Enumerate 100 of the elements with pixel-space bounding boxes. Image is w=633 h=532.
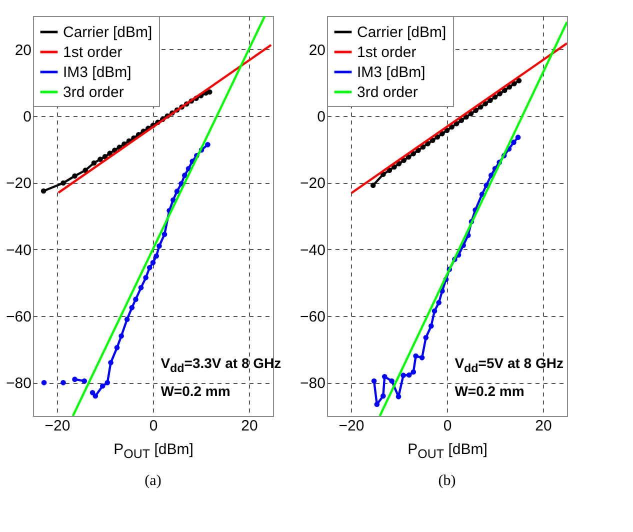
point [396, 161, 402, 166]
y-tick-label: −40 [300, 242, 326, 259]
point [449, 124, 454, 130]
y-tick-label: −80 [6, 375, 32, 392]
point [396, 394, 402, 400]
legend-label: IM3 [dBm] [63, 64, 132, 81]
point [72, 376, 78, 382]
point [432, 308, 438, 314]
point [410, 369, 416, 375]
point [416, 148, 421, 153]
y-tick-label: −40 [6, 242, 32, 259]
legend-label: IM3 [dBm] [357, 64, 426, 81]
x-tick-label: 0 [443, 418, 452, 434]
point [133, 296, 138, 302]
x-tick-label: −20 [338, 418, 364, 434]
point [374, 402, 380, 407]
point [90, 390, 96, 396]
point [392, 164, 397, 170]
point [440, 131, 445, 136]
point [492, 94, 498, 100]
text: (a) [144, 473, 162, 489]
point [72, 173, 78, 179]
point [154, 253, 160, 259]
point [425, 141, 430, 146]
point [419, 355, 425, 360]
point [174, 188, 180, 194]
point [107, 150, 112, 156]
legend-label: 1st order [357, 44, 416, 61]
point [129, 305, 135, 310]
point [92, 393, 98, 399]
annotation: W=0.2 mm [454, 382, 524, 398]
point [488, 98, 493, 103]
point [156, 243, 162, 249]
x-tick-label: 20 [241, 418, 258, 434]
point [98, 156, 103, 162]
legend-label: Carrier [dBm] [357, 24, 446, 41]
point [423, 335, 429, 340]
legend-label: Carrier [dBm] [63, 24, 152, 41]
point [428, 323, 434, 329]
point [41, 380, 47, 386]
point [114, 345, 120, 350]
point [102, 154, 108, 160]
point [60, 180, 66, 186]
annotation: V$_{dd}$=3.3V at 8 GHz [160, 354, 282, 374]
point [436, 300, 442, 306]
legend-label: 3rd order [63, 84, 124, 101]
text: (b) [438, 473, 456, 489]
y-tick-label: −80 [300, 375, 326, 392]
point [205, 142, 210, 148]
legend-label: 3rd order [357, 84, 418, 101]
x-tick-label: 20 [535, 418, 552, 434]
point [182, 172, 188, 178]
point [406, 372, 412, 378]
x-axis-title: P$_{OUT}$ [dBm] [114, 440, 194, 460]
y-tick-label: 0 [317, 108, 326, 126]
y-tick-label: 20 [14, 42, 32, 59]
x-tick-label: 0 [149, 418, 158, 434]
point [104, 380, 110, 386]
y-tick-label: −60 [6, 308, 32, 326]
point [371, 378, 377, 384]
point [380, 393, 386, 399]
point [512, 81, 517, 86]
point [60, 380, 66, 386]
point [382, 374, 388, 380]
point [40, 188, 46, 194]
point [497, 91, 502, 96]
point [413, 353, 418, 359]
point [389, 378, 394, 384]
point [444, 128, 450, 133]
point [420, 144, 426, 150]
point [146, 265, 152, 270]
point [138, 285, 144, 290]
point [516, 78, 522, 84]
point [370, 182, 376, 188]
point [100, 383, 106, 389]
point [82, 378, 88, 384]
point [143, 275, 148, 280]
point [515, 134, 521, 140]
x-axis-title: P$_{OUT}$ [dBm] [408, 440, 488, 460]
point [464, 114, 469, 120]
annotation: W=0.2 mm [160, 382, 230, 398]
y-tick-label: −20 [300, 175, 326, 192]
x-tick-label: −20 [44, 418, 70, 434]
point [150, 260, 156, 266]
point [400, 372, 406, 378]
point [82, 168, 88, 173]
point [124, 316, 130, 322]
y-tick-label: −60 [300, 308, 326, 326]
point [162, 232, 168, 237]
y-tick-label: 0 [23, 108, 32, 126]
point [511, 140, 516, 145]
annotation: V$_{dd}$=5V at 8 GHz [454, 354, 564, 374]
point [118, 333, 124, 339]
point [108, 360, 114, 366]
point [91, 160, 97, 166]
legend-label: 1st order [63, 44, 122, 61]
point [468, 111, 474, 116]
y-tick-label: 20 [308, 42, 326, 59]
point [206, 89, 212, 95]
y-tick-label: −20 [6, 175, 32, 192]
